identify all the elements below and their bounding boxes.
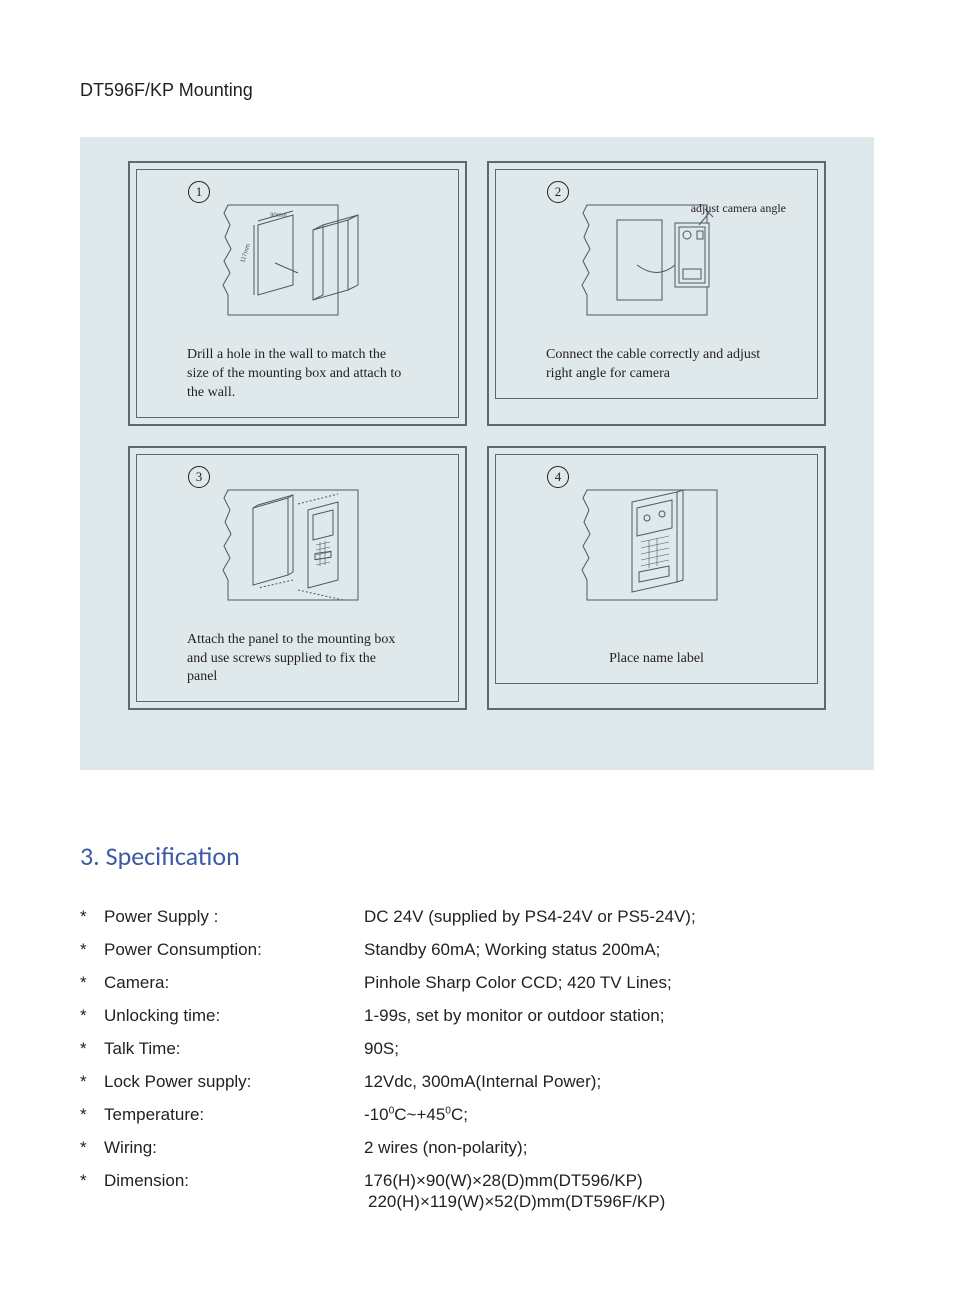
bullet-icon: * xyxy=(80,1172,104,1210)
spec-label: Talk Time: xyxy=(104,1040,364,1057)
spec-value: 2 wires (non-polarity); xyxy=(364,1139,874,1156)
spec-label: Unlocking time: xyxy=(104,1007,364,1024)
mounting-diagram-area: 1 xyxy=(80,137,874,770)
spec-row: * Dimension: 176(H)×90(W)×28(D)mm(DT596/… xyxy=(80,1172,874,1210)
step-4-illustration xyxy=(516,475,797,625)
bullet-icon: * xyxy=(80,1139,104,1156)
spec-value-dimension: 176(H)×90(W)×28(D)mm(DT596/KP) 220(H)×11… xyxy=(364,1172,874,1210)
step-2-annotation: adjust camera angle xyxy=(691,201,786,216)
specification-list: * Power Supply : DC 24V (supplied by PS4… xyxy=(80,908,874,1210)
step-2-caption: Connect the cable correctly and adjust r… xyxy=(516,340,797,388)
spec-value-line1: 176(H)×90(W)×28(D)mm(DT596/KP) xyxy=(364,1171,643,1190)
spec-label: Wiring: xyxy=(104,1139,364,1156)
bullet-icon: * xyxy=(80,1007,104,1024)
spec-value-temperature: -100C~+450C; xyxy=(364,1106,874,1123)
spec-row: * Talk Time: 90S; xyxy=(80,1040,874,1057)
spec-label: Lock Power supply: xyxy=(104,1073,364,1090)
spec-value: Standby 60mA; Working status 200mA; xyxy=(364,941,874,958)
step-3-caption: Attach the panel to the mounting box and… xyxy=(157,625,438,692)
spec-row: * Camera: Pinhole Sharp Color CCD; 420 T… xyxy=(80,974,874,991)
bullet-icon: * xyxy=(80,1040,104,1057)
spec-value: 12Vdc, 300mA(Internal Power); xyxy=(364,1073,874,1090)
spec-row: * Wiring: 2 wires (non-polarity); xyxy=(80,1139,874,1156)
spec-value: 1-99s, set by monitor or outdoor station… xyxy=(364,1007,874,1024)
step-number-1: 1 xyxy=(188,181,210,203)
diagram-grid: 1 xyxy=(128,161,826,710)
step-box-1: 1 xyxy=(128,161,467,426)
spec-row: * Power Consumption: Standby 60mA; Worki… xyxy=(80,941,874,958)
spec-label: Power Supply : xyxy=(104,908,364,925)
svg-text:117mm: 117mm xyxy=(240,243,252,263)
spec-label: Temperature: xyxy=(104,1106,364,1123)
spec-value: DC 24V (supplied by PS4-24V or PS5-24V); xyxy=(364,908,874,925)
bullet-icon: * xyxy=(80,1073,104,1090)
step-box-4: 4 xyxy=(487,446,826,711)
step-3-illustration xyxy=(157,475,438,625)
bullet-icon: * xyxy=(80,974,104,991)
step-4-caption: Place name label xyxy=(516,644,797,673)
step-number-3: 3 xyxy=(188,466,210,488)
spec-row: * Lock Power supply: 12Vdc, 300mA(Intern… xyxy=(80,1073,874,1090)
spec-row: * Power Supply : DC 24V (supplied by PS4… xyxy=(80,908,874,925)
bullet-icon: * xyxy=(80,1106,104,1123)
spec-value-line2: 220(H)×119(W)×52(D)mm(DT596F/KP) xyxy=(368,1193,874,1210)
step-box-3: 3 xyxy=(128,446,467,711)
svg-text:90mm: 90mm xyxy=(270,213,287,219)
step-number-4: 4 xyxy=(547,466,569,488)
bullet-icon: * xyxy=(80,908,104,925)
spec-row: * Temperature: -100C~+450C; xyxy=(80,1106,874,1123)
specification-heading: 3. Specification xyxy=(80,840,874,872)
step-1-caption: Drill a hole in the wall to match the si… xyxy=(157,340,438,407)
spec-label: Power Consumption: xyxy=(104,941,364,958)
spec-row: * Unlocking time: 1-99s, set by monitor … xyxy=(80,1007,874,1024)
bullet-icon: * xyxy=(80,941,104,958)
step-number-2: 2 xyxy=(547,181,569,203)
spec-label: Camera: xyxy=(104,974,364,991)
page-title: DT596F/KP Mounting xyxy=(80,80,874,101)
spec-value: 90S; xyxy=(364,1040,874,1057)
spec-label: Dimension: xyxy=(104,1172,364,1210)
step-1-illustration: 90mm 117mm xyxy=(157,190,438,340)
spec-value: Pinhole Sharp Color CCD; 420 TV Lines; xyxy=(364,974,874,991)
step-box-2: 2 adjust camera angle xyxy=(487,161,826,426)
